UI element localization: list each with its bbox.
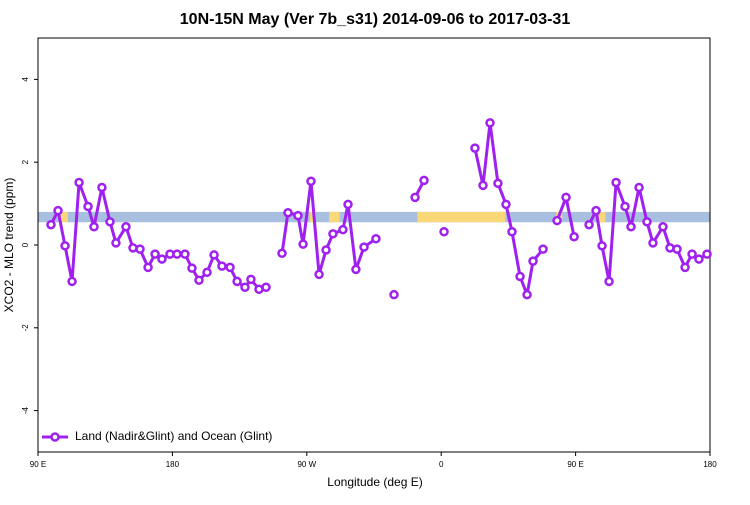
x-tick-label: 90 E bbox=[30, 460, 46, 469]
data-point bbox=[194, 275, 204, 285]
data-point bbox=[172, 249, 182, 259]
x-tick-label: 180 bbox=[166, 460, 180, 469]
data-point bbox=[538, 244, 548, 254]
data-point bbox=[485, 118, 495, 128]
data-point bbox=[60, 241, 70, 251]
data-point bbox=[150, 249, 160, 259]
data-point bbox=[240, 282, 250, 292]
data-point bbox=[180, 249, 190, 259]
data-point bbox=[591, 205, 601, 216]
band-highlight bbox=[598, 211, 606, 223]
data-point bbox=[187, 263, 197, 273]
data-point bbox=[371, 234, 381, 244]
data-point bbox=[522, 289, 532, 300]
data-point bbox=[604, 276, 614, 287]
band-highlight bbox=[60, 211, 68, 223]
data-point bbox=[111, 238, 121, 248]
band-highlight bbox=[329, 211, 340, 223]
data-point bbox=[410, 192, 420, 203]
data-point bbox=[611, 177, 621, 188]
data-point bbox=[478, 180, 488, 191]
legend-marker bbox=[50, 432, 60, 442]
data-point bbox=[584, 219, 594, 230]
data-point bbox=[389, 289, 399, 300]
data-point bbox=[121, 222, 131, 232]
data-point bbox=[493, 178, 503, 189]
x-tick-label: 180 bbox=[703, 460, 717, 469]
chart-title: 10N-15N May (Ver 7b_s31) 2014-09-06 to 2… bbox=[180, 11, 571, 28]
data-point bbox=[359, 242, 369, 252]
data-point bbox=[501, 199, 511, 210]
data-point bbox=[232, 276, 242, 287]
data-point bbox=[634, 182, 644, 193]
data-point bbox=[658, 222, 668, 232]
data-point bbox=[694, 254, 704, 264]
data-point bbox=[209, 250, 219, 260]
data-point bbox=[46, 219, 56, 230]
data-point bbox=[672, 244, 682, 254]
x-tick-label: 0 bbox=[439, 460, 444, 469]
data-point bbox=[419, 175, 429, 186]
data-point bbox=[687, 249, 697, 259]
data-point bbox=[328, 229, 338, 239]
data-point bbox=[515, 271, 525, 282]
legend-label: Land (Nadir&Glint) and Ocean (Glint) bbox=[75, 429, 272, 443]
data-point bbox=[439, 227, 449, 237]
data-point bbox=[507, 227, 517, 237]
data-point bbox=[202, 267, 212, 278]
data-point bbox=[67, 276, 77, 287]
data-point bbox=[552, 215, 562, 226]
x-axis-label: Longitude (deg E) bbox=[327, 475, 422, 489]
data-point bbox=[569, 231, 579, 242]
y-tick-label: -2 bbox=[21, 324, 30, 332]
y-tick-label: 4 bbox=[21, 77, 30, 82]
data-point bbox=[680, 262, 690, 273]
data-point bbox=[283, 207, 293, 218]
data-point bbox=[620, 201, 630, 212]
data-point bbox=[277, 248, 287, 259]
data-point bbox=[642, 217, 652, 227]
data-point bbox=[157, 254, 167, 264]
data-point bbox=[338, 224, 348, 235]
y-tick-label: 2 bbox=[21, 159, 30, 164]
data-point bbox=[225, 262, 235, 273]
data-point bbox=[298, 239, 308, 249]
data-point bbox=[89, 222, 99, 232]
data-point bbox=[561, 192, 571, 203]
data-point bbox=[83, 201, 93, 212]
data-point bbox=[261, 282, 271, 292]
y-tick-label: 0 bbox=[21, 242, 30, 247]
data-point bbox=[293, 210, 303, 221]
data-point bbox=[74, 177, 84, 188]
data-point bbox=[246, 274, 256, 285]
data-point bbox=[351, 264, 361, 275]
data-point bbox=[314, 269, 324, 280]
data-point bbox=[597, 241, 607, 251]
y-tick-label: -4 bbox=[21, 406, 30, 414]
data-point bbox=[626, 222, 636, 232]
data-point bbox=[97, 182, 107, 193]
data-point bbox=[470, 143, 480, 153]
data-point bbox=[528, 256, 538, 266]
x-tick-label: 90 E bbox=[567, 460, 583, 469]
data-point bbox=[217, 261, 227, 271]
data-point bbox=[343, 199, 353, 210]
x-tick-label: 90 W bbox=[297, 460, 316, 469]
data-point bbox=[135, 244, 145, 254]
data-point bbox=[702, 249, 712, 259]
data-point bbox=[648, 238, 658, 248]
data-point bbox=[53, 205, 63, 216]
band-highlight bbox=[417, 211, 506, 223]
y-axis-label: XCO2 - MLO trend (ppm) bbox=[2, 178, 16, 313]
data-point bbox=[306, 176, 316, 186]
data-point bbox=[321, 245, 331, 255]
data-point bbox=[105, 217, 115, 227]
data-point bbox=[143, 262, 153, 273]
reference-band bbox=[38, 211, 710, 223]
